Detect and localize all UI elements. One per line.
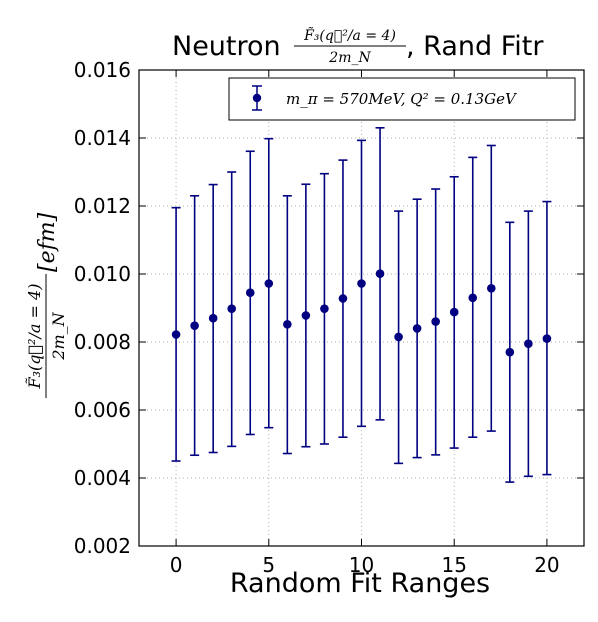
y-tick-label: 0.014 (74, 126, 131, 150)
y-axis-title: F̃₃(q⃗²/a = 4) 2m_N [efm] (25, 212, 68, 398)
chart-title-fraction-numerator: F̃₃(q⃗²/a = 4) (303, 26, 396, 44)
y-tick-labels: 0.002 0.004 0.006 0.008 0.010 0.012 0.014 0.016 (74, 58, 131, 558)
x-tick-label: 0 (170, 553, 183, 577)
data-point (320, 304, 329, 313)
y-tick-label: 0.008 (74, 330, 131, 354)
y-tick-label: 0.010 (74, 262, 131, 286)
error-bars (171, 127, 552, 483)
data-point (542, 334, 552, 343)
y-tick-label: 0.012 (74, 194, 131, 218)
data-point (505, 347, 515, 357)
legend: m_π = 570MeV, Q² = 0.13GeV (228, 77, 576, 121)
x-axis-title: Random Fit Ranges (230, 568, 490, 599)
data-point (375, 269, 385, 278)
axis-ticks (139, 69, 584, 547)
data-point (190, 321, 199, 330)
data-point (449, 307, 459, 317)
legend-box (228, 77, 576, 121)
y-axis-title-denominator: 2m_N (49, 311, 68, 360)
x-tick-labels: 0 5 10 15 20 (170, 553, 560, 577)
legend-series-label: m_π = 570MeV, Q² = 0.13GeV (286, 90, 518, 108)
data-point (338, 294, 348, 303)
y-tick-label: 0.006 (74, 398, 131, 422)
y-axis-title-unit: [efm] (35, 212, 60, 272)
data-point (394, 332, 403, 342)
data-point (301, 311, 311, 320)
data-points (171, 269, 552, 357)
chart-title-fraction-denominator: 2m_N (328, 50, 371, 66)
data-point (227, 304, 237, 313)
data-point (486, 283, 496, 293)
data-point (208, 313, 218, 323)
y-axis-title-numerator: F̃₃(q⃗²/a = 4) (25, 284, 44, 390)
data-point (468, 293, 478, 303)
x-tick-label: 15 (441, 553, 466, 577)
x-tick-label: 20 (534, 553, 559, 577)
x-tick-label: 10 (349, 553, 374, 577)
x-tick-label: 5 (262, 553, 275, 577)
data-point (412, 324, 422, 333)
y-tick-label: 0.016 (74, 58, 131, 82)
chart-title-text: Neutron (172, 31, 281, 62)
data-point (245, 288, 255, 298)
y-tick-label: 0.002 (74, 534, 131, 558)
y-tick-label: 0.004 (74, 466, 131, 490)
data-point (283, 320, 292, 329)
data-point (171, 330, 181, 339)
data-point (357, 279, 366, 288)
chart-title-suffix: , Rand Fitr (406, 31, 544, 62)
data-point (264, 279, 274, 288)
data-point (524, 339, 533, 349)
legend-marker-point (252, 93, 262, 103)
chart-title: Neutron F̃₃(q⃗²/a = 4) 2m_N , Rand Fitr (172, 26, 544, 66)
data-point (431, 317, 440, 326)
